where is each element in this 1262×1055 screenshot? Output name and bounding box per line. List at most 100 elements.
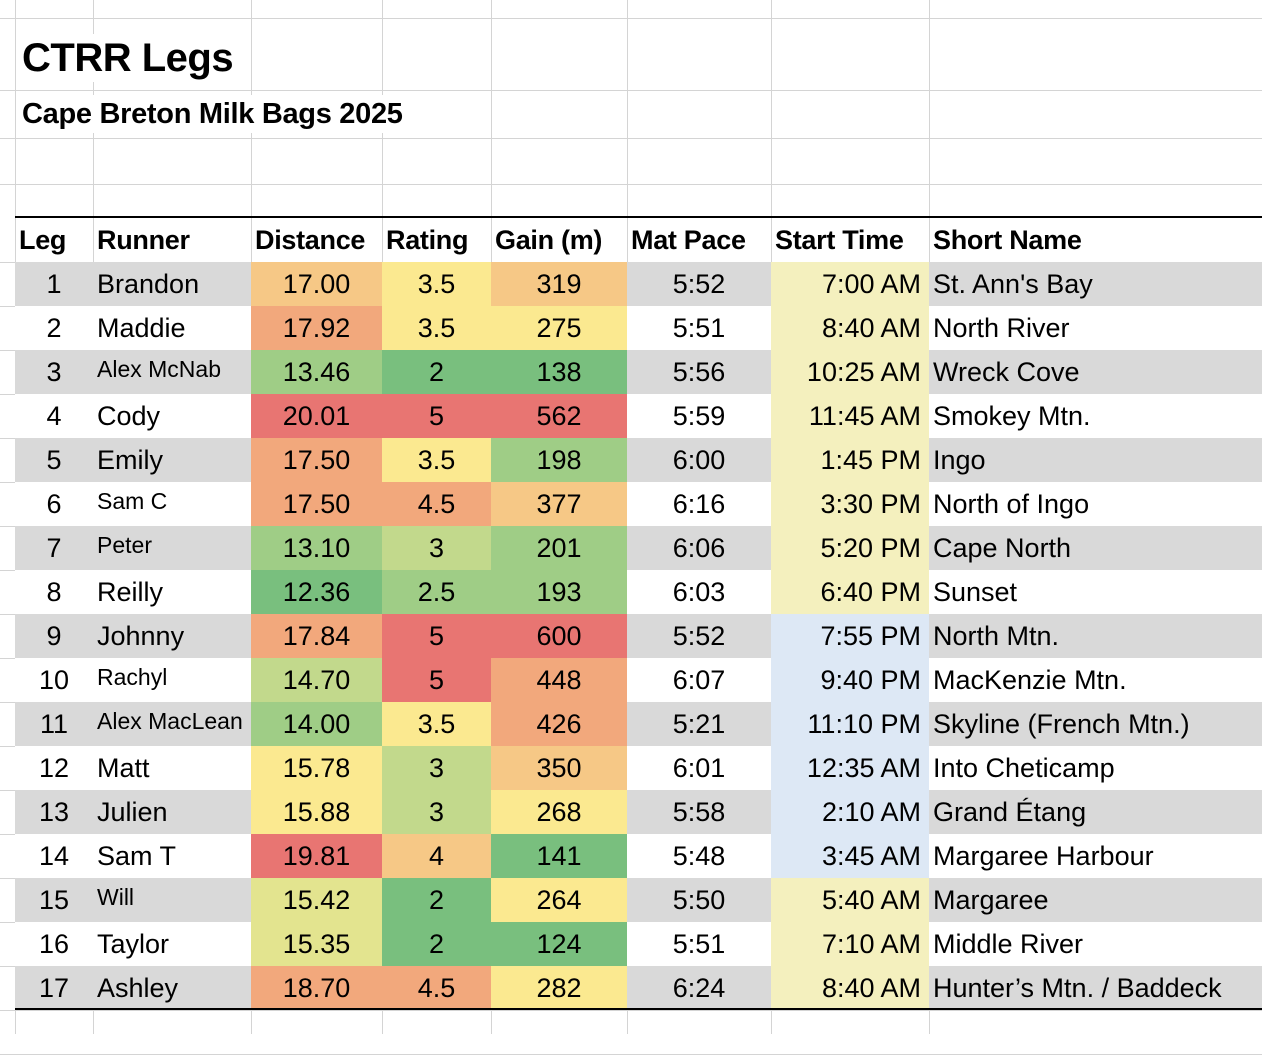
- start-time-cell[interactable]: 5:40 AM: [771, 878, 929, 922]
- start-time-cell[interactable]: 7:00 AM: [771, 262, 929, 306]
- mat-pace-cell[interactable]: 6:00: [672, 445, 726, 475]
- gain-cell[interactable]: 264: [491, 878, 627, 922]
- header-distance[interactable]: Distance: [255, 225, 366, 255]
- start-time-cell[interactable]: 5:20 PM: [771, 526, 929, 570]
- start-time-cell[interactable]: 9:40 PM: [771, 658, 929, 702]
- leg-cell[interactable]: 12: [38, 753, 70, 783]
- gain-cell[interactable]: 124: [491, 922, 627, 966]
- start-time-cell[interactable]: 11:10 PM: [771, 702, 929, 746]
- mat-pace-cell[interactable]: 6:06: [672, 533, 726, 563]
- runner-cell[interactable]: Sam C: [97, 488, 168, 514]
- header-leg[interactable]: Leg: [19, 225, 67, 255]
- runner-cell[interactable]: Alex MacLean: [97, 708, 243, 734]
- short-name-cell[interactable]: Into Cheticamp: [933, 753, 1115, 783]
- start-time-cell[interactable]: 3:30 PM: [771, 482, 929, 526]
- leg-cell[interactable]: 13: [38, 797, 70, 827]
- distance-cell[interactable]: 19.81: [251, 834, 382, 878]
- sheet-subtitle[interactable]: Cape Breton Milk Bags 2025: [22, 95, 407, 133]
- start-time-cell[interactable]: 2:10 AM: [771, 790, 929, 834]
- start-time-cell[interactable]: 11:45 AM: [771, 394, 929, 438]
- rating-cell[interactable]: 3: [382, 526, 491, 570]
- gain-cell[interactable]: 426: [491, 702, 627, 746]
- rating-cell[interactable]: 2: [382, 878, 491, 922]
- runner-cell[interactable]: Cody: [97, 401, 161, 431]
- start-time-cell[interactable]: 1:45 PM: [771, 438, 929, 482]
- sheet-title[interactable]: CTRR Legs: [22, 34, 238, 82]
- short-name-cell[interactable]: Ingo: [933, 445, 986, 475]
- runner-cell[interactable]: Sam T: [97, 841, 177, 871]
- gain-cell[interactable]: 319: [491, 262, 627, 306]
- mat-pace-cell[interactable]: 5:52: [672, 621, 726, 651]
- leg-cell[interactable]: 6: [46, 489, 62, 519]
- distance-cell[interactable]: 20.01: [251, 394, 382, 438]
- runner-cell[interactable]: Alex McNab: [97, 356, 221, 382]
- header-rating[interactable]: Rating: [386, 225, 469, 255]
- leg-cell[interactable]: 3: [46, 357, 62, 387]
- runner-cell[interactable]: Emily: [97, 445, 163, 475]
- short-name-cell[interactable]: Skyline (French Mtn.): [933, 709, 1190, 739]
- mat-pace-cell[interactable]: 6:16: [672, 489, 726, 519]
- short-name-cell[interactable]: Wreck Cove: [933, 357, 1080, 387]
- start-time-cell[interactable]: 7:10 AM: [771, 922, 929, 966]
- runner-cell[interactable]: Rachyl: [97, 664, 168, 690]
- gain-cell[interactable]: 377: [491, 482, 627, 526]
- mat-pace-cell[interactable]: 5:56: [672, 357, 726, 387]
- distance-cell[interactable]: 14.70: [251, 658, 382, 702]
- gain-cell[interactable]: 562: [491, 394, 627, 438]
- gain-cell[interactable]: 138: [491, 350, 627, 394]
- start-time-cell[interactable]: 12:35 AM: [771, 746, 929, 790]
- short-name-cell[interactable]: Grand Étang: [933, 797, 1087, 827]
- rating-cell[interactable]: 5: [382, 658, 491, 702]
- rating-cell[interactable]: 3.5: [382, 438, 491, 482]
- short-name-cell[interactable]: Hunter’s Mtn. / Baddeck: [933, 973, 1222, 1003]
- start-time-cell[interactable]: 8:40 AM: [771, 306, 929, 350]
- rating-cell[interactable]: 3.5: [382, 262, 491, 306]
- distance-cell[interactable]: 14.00: [251, 702, 382, 746]
- distance-cell[interactable]: 12.36: [251, 570, 382, 614]
- mat-pace-cell[interactable]: 5:58: [672, 797, 726, 827]
- start-time-cell[interactable]: 10:25 AM: [771, 350, 929, 394]
- start-time-cell[interactable]: 7:55 PM: [771, 614, 929, 658]
- gain-cell[interactable]: 600: [491, 614, 627, 658]
- short-name-cell[interactable]: North Mtn.: [933, 621, 1060, 651]
- start-time-cell[interactable]: 8:40 AM: [771, 966, 929, 1010]
- gain-cell[interactable]: 448: [491, 658, 627, 702]
- header-runner[interactable]: Runner: [97, 225, 190, 255]
- short-name-cell[interactable]: North River: [933, 313, 1070, 343]
- gain-cell[interactable]: 350: [491, 746, 627, 790]
- start-time-cell[interactable]: 6:40 PM: [771, 570, 929, 614]
- header-mat-pace[interactable]: Mat Pace: [631, 225, 746, 255]
- leg-cell[interactable]: 7: [46, 533, 62, 563]
- rating-cell[interactable]: 5: [382, 394, 491, 438]
- rating-cell[interactable]: 4: [382, 834, 491, 878]
- leg-cell[interactable]: 10: [38, 665, 70, 695]
- runner-cell[interactable]: Ashley: [97, 973, 179, 1003]
- distance-cell[interactable]: 15.42: [251, 878, 382, 922]
- distance-cell[interactable]: 17.84: [251, 614, 382, 658]
- rating-cell[interactable]: 4.5: [382, 966, 491, 1010]
- runner-cell[interactable]: Taylor: [97, 929, 170, 959]
- start-time-cell[interactable]: 3:45 AM: [771, 834, 929, 878]
- runner-cell[interactable]: Matt: [97, 753, 150, 783]
- rating-cell[interactable]: 4.5: [382, 482, 491, 526]
- leg-cell[interactable]: 2: [46, 313, 62, 343]
- runner-cell[interactable]: Maddie: [97, 313, 186, 343]
- mat-pace-cell[interactable]: 5:51: [672, 313, 726, 343]
- rating-cell[interactable]: 2: [382, 350, 491, 394]
- distance-cell[interactable]: 13.10: [251, 526, 382, 570]
- header-gain[interactable]: Gain (m): [495, 225, 603, 255]
- leg-cell[interactable]: 8: [46, 577, 62, 607]
- rating-cell[interactable]: 3: [382, 790, 491, 834]
- rating-cell[interactable]: 2.5: [382, 570, 491, 614]
- header-start-time[interactable]: Start Time: [775, 225, 904, 255]
- rating-cell[interactable]: 5: [382, 614, 491, 658]
- short-name-cell[interactable]: MacKenzie Mtn.: [933, 665, 1127, 695]
- short-name-cell[interactable]: St. Ann's Bay: [933, 269, 1093, 299]
- mat-pace-cell[interactable]: 6:03: [672, 577, 726, 607]
- distance-cell[interactable]: 13.46: [251, 350, 382, 394]
- leg-cell[interactable]: 14: [38, 841, 70, 871]
- header-short-name[interactable]: Short Name: [933, 225, 1082, 255]
- leg-cell[interactable]: 9: [46, 621, 62, 651]
- rating-cell[interactable]: 3.5: [382, 306, 491, 350]
- runner-cell[interactable]: Reilly: [97, 577, 164, 607]
